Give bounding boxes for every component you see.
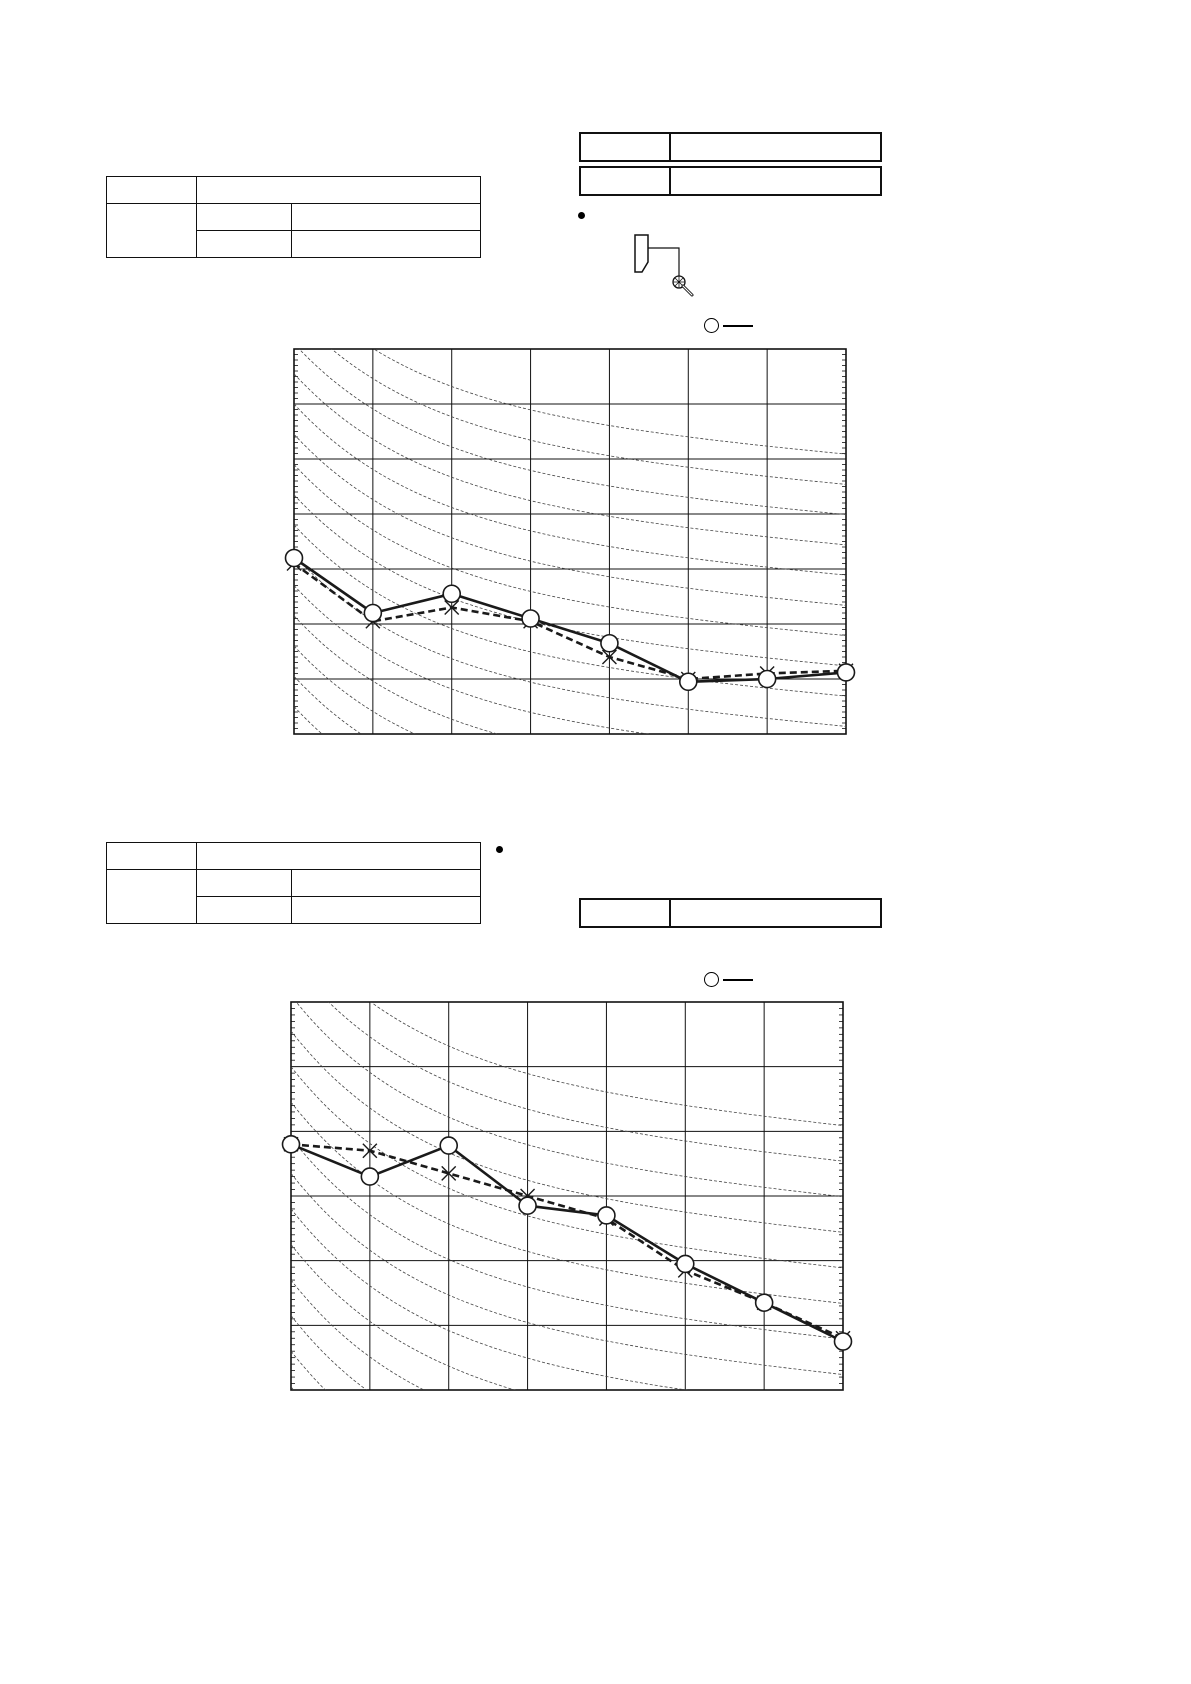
reference-curve <box>294 737 846 744</box>
bullet-point <box>496 846 503 853</box>
reference-curve <box>294 494 846 667</box>
reference-curve <box>291 1101 843 1304</box>
condition-label-cell <box>581 900 671 926</box>
legend-solid-line <box>723 978 753 981</box>
data-point-cross <box>362 1143 378 1159</box>
reference-curve <box>294 615 499 734</box>
reference-curve <box>291 1315 368 1390</box>
spec-cell <box>196 842 481 870</box>
series-line-dashed <box>290 1143 844 1340</box>
data-point-circle <box>284 548 304 568</box>
series-line-solid <box>293 556 847 684</box>
spec-cell <box>106 176 197 204</box>
condition-label-cell <box>581 134 671 160</box>
data-point-cross <box>601 649 617 665</box>
condition-box-3 <box>579 898 882 928</box>
reference-curve <box>291 1030 843 1233</box>
data-point-circle <box>521 609 540 628</box>
reference-curve <box>291 1066 843 1269</box>
reference-curve <box>291 1244 517 1390</box>
condition-value-cell <box>671 134 880 160</box>
reference-curve <box>294 373 846 546</box>
reference-curve <box>330 349 846 485</box>
data-point-circle <box>833 1332 853 1351</box>
data-point-circle <box>439 1136 459 1155</box>
data-point-cross <box>444 600 460 615</box>
indoor-unit-icon <box>634 234 649 273</box>
reference-curve <box>291 1208 689 1390</box>
reference-curve <box>328 1002 843 1162</box>
reference-curve <box>370 1002 843 1126</box>
reference-curve <box>291 1386 295 1390</box>
data-point-circle <box>360 1167 380 1186</box>
reference-curve <box>294 645 416 734</box>
reference-curve <box>294 434 846 606</box>
legend <box>704 318 753 333</box>
reference-curve <box>291 1350 326 1390</box>
data-point-circle <box>754 1293 774 1313</box>
measurement-setup-diagram <box>634 234 694 297</box>
condition-value-cell <box>671 168 880 194</box>
data-point-circle <box>600 633 619 653</box>
data-point-circle <box>597 1206 616 1225</box>
spec-cell <box>291 869 481 897</box>
reference-curves <box>294 349 846 744</box>
condition-box-1 <box>579 132 882 162</box>
data-point-circle <box>363 603 383 623</box>
spec-cell <box>291 203 481 231</box>
reference-curve <box>298 349 846 515</box>
spec-cell <box>291 230 481 258</box>
reference-curves <box>291 1002 843 1390</box>
reference-curve <box>291 1137 843 1340</box>
spec-table-2 <box>106 842 481 924</box>
reference-curve <box>294 706 323 734</box>
legend-circle-marker <box>704 972 719 987</box>
data-point-cross <box>441 1165 457 1181</box>
legend-circle-marker <box>704 318 719 333</box>
reference-curve <box>294 403 846 576</box>
spec-cell <box>196 203 292 231</box>
data-point-circle <box>757 669 777 689</box>
condition-box-2 <box>579 166 882 196</box>
bullet-point <box>578 212 585 219</box>
reference-curve <box>294 555 846 727</box>
legend-solid-line <box>723 324 753 327</box>
data-point-circle <box>442 584 462 604</box>
reference-curve <box>295 1002 843 1198</box>
microphone-icon <box>672 275 694 297</box>
data-point-circle <box>281 1134 301 1154</box>
data-point-circle <box>678 672 698 692</box>
spec-cell <box>196 896 292 924</box>
spec-cell <box>196 176 481 204</box>
reference-curve <box>291 1173 843 1375</box>
condition-value-cell <box>671 900 880 926</box>
chart-1 <box>284 348 856 744</box>
spec-table-1 <box>106 176 481 258</box>
spec-cell <box>196 230 292 258</box>
condition-label-cell <box>581 168 671 194</box>
series-line-dashed <box>293 562 847 681</box>
chart-2 <box>281 1001 853 1391</box>
spec-cell <box>106 203 197 258</box>
data-point-circle <box>675 1254 695 1274</box>
spec-cell <box>106 842 197 870</box>
data-point-circle <box>518 1196 537 1215</box>
spec-cell <box>291 896 481 924</box>
legend <box>704 972 753 987</box>
spec-cell <box>196 869 292 897</box>
spec-cell <box>106 869 197 924</box>
data-point-circle <box>836 663 856 682</box>
reference-curve <box>373 349 846 455</box>
reference-curve <box>291 1279 425 1390</box>
